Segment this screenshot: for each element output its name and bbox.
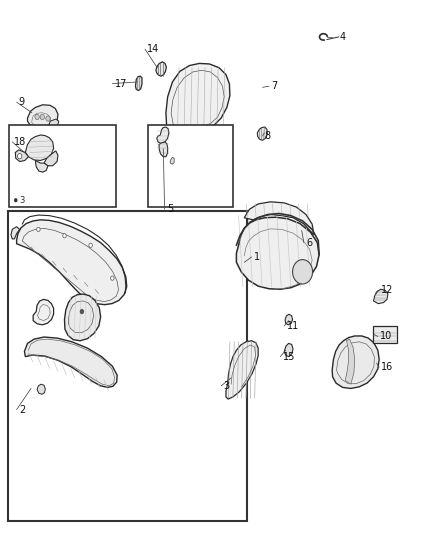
- Text: 10: 10: [380, 332, 392, 342]
- Polygon shape: [11, 227, 20, 239]
- Polygon shape: [345, 339, 355, 384]
- Polygon shape: [170, 157, 174, 164]
- Bar: [9, 125, 116, 207]
- Circle shape: [37, 227, 40, 231]
- Circle shape: [18, 154, 22, 159]
- Text: 12: 12: [381, 285, 393, 295]
- Text: 3: 3: [223, 381, 230, 391]
- Polygon shape: [25, 337, 117, 387]
- Text: 2: 2: [19, 405, 25, 415]
- Circle shape: [111, 276, 114, 280]
- Text: 18: 18: [14, 137, 27, 147]
- Polygon shape: [166, 63, 230, 132]
- Polygon shape: [157, 127, 169, 143]
- Polygon shape: [156, 62, 166, 76]
- Polygon shape: [332, 336, 379, 389]
- Text: 16: 16: [381, 362, 394, 372]
- Polygon shape: [285, 314, 293, 325]
- Polygon shape: [257, 127, 267, 140]
- Text: 3: 3: [19, 196, 24, 205]
- Text: 11: 11: [286, 321, 299, 331]
- Polygon shape: [284, 343, 293, 357]
- Polygon shape: [35, 160, 48, 172]
- Circle shape: [63, 233, 66, 238]
- Polygon shape: [25, 135, 53, 160]
- Polygon shape: [226, 341, 258, 399]
- Polygon shape: [159, 142, 168, 157]
- Text: 14: 14: [147, 44, 159, 54]
- Text: 5: 5: [167, 204, 173, 214]
- Polygon shape: [244, 202, 314, 235]
- Circle shape: [14, 198, 18, 203]
- Circle shape: [35, 114, 39, 119]
- Polygon shape: [33, 300, 53, 325]
- Text: 7: 7: [271, 81, 278, 91]
- Bar: [8, 211, 247, 521]
- Text: 4: 4: [340, 32, 346, 42]
- Text: 17: 17: [115, 78, 127, 88]
- Text: 8: 8: [265, 131, 271, 141]
- Polygon shape: [15, 150, 28, 161]
- Polygon shape: [37, 384, 46, 394]
- Polygon shape: [135, 76, 142, 91]
- Circle shape: [293, 260, 313, 284]
- Circle shape: [80, 309, 84, 314]
- Bar: [148, 125, 233, 207]
- Circle shape: [40, 114, 45, 119]
- Text: 1: 1: [254, 252, 260, 262]
- Polygon shape: [48, 119, 59, 128]
- Polygon shape: [64, 294, 101, 341]
- Bar: [373, 326, 397, 343]
- Polygon shape: [374, 289, 388, 304]
- Text: 9: 9: [19, 97, 25, 107]
- Polygon shape: [17, 220, 127, 305]
- Circle shape: [46, 116, 50, 121]
- Text: 6: 6: [306, 238, 312, 248]
- Polygon shape: [237, 217, 319, 289]
- Polygon shape: [28, 105, 58, 128]
- Text: 15: 15: [283, 352, 295, 361]
- Polygon shape: [44, 151, 58, 166]
- Circle shape: [89, 243, 92, 247]
